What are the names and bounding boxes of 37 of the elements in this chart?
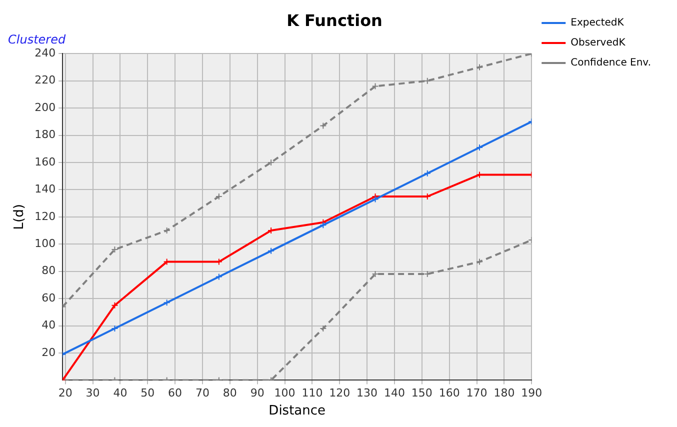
x-tick-label: 70 — [195, 386, 210, 400]
y-tick-label: 240 — [34, 46, 56, 60]
y-tick-label: 180 — [34, 128, 56, 142]
y-axis-title: L(d) — [12, 204, 28, 230]
x-tick-label: 120 — [329, 386, 350, 400]
x-tick-label: 130 — [356, 386, 378, 400]
x-tick-label: 60 — [168, 386, 182, 400]
x-tick-label: 140 — [384, 386, 405, 400]
y-tick-label: 60 — [42, 291, 56, 304]
y-tick-label: 20 — [42, 346, 56, 359]
chart-subtitle: Clustered — [8, 32, 66, 47]
x-tick-label: 100 — [274, 386, 296, 400]
x-tick-label: 80 — [222, 386, 237, 400]
x-tick-label: 110 — [302, 386, 323, 400]
x-tick-label: 30 — [86, 386, 100, 400]
x-tick-label: 160 — [438, 386, 460, 400]
y-tick-label: 200 — [34, 100, 56, 114]
legend-label: ObservedK — [570, 38, 626, 49]
y-tick-label: 120 — [34, 210, 56, 223]
x-tick-label: 40 — [113, 386, 128, 400]
x-axis-title: Distance — [268, 404, 326, 419]
y-tick-label: 140 — [34, 182, 56, 196]
y-tick-label: 40 — [42, 318, 56, 332]
x-tick-label: 180 — [494, 386, 515, 400]
chart-title: K Function — [286, 10, 382, 30]
legend-label: ExpectedK — [570, 18, 624, 29]
x-tick-label: 190 — [521, 386, 542, 400]
y-tick-label: 80 — [42, 264, 56, 278]
x-tick-label: 90 — [250, 386, 264, 400]
legend-label: Confidence Env. — [570, 58, 652, 69]
x-tick-label: 50 — [140, 386, 155, 400]
y-tick-label: 220 — [34, 74, 56, 87]
y-tick-label: 160 — [34, 155, 56, 168]
x-tick-label: 20 — [58, 386, 72, 400]
y-tick-label: 100 — [34, 236, 56, 250]
x-tick-label: 170 — [466, 386, 488, 400]
x-tick-label: 150 — [411, 386, 432, 400]
